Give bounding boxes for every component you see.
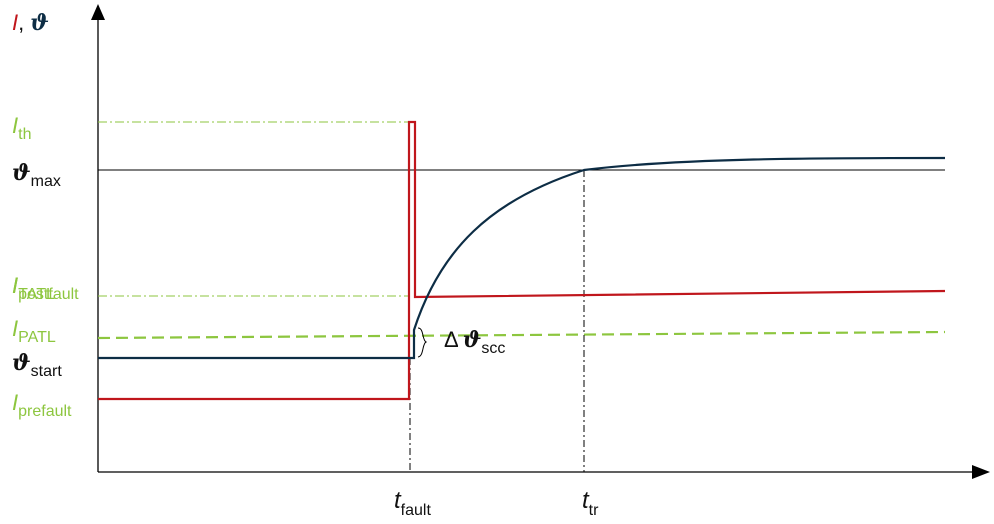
delta-theta-brace <box>417 327 428 358</box>
x-axis-arrow <box>972 465 990 479</box>
i-patl-limit-line <box>97 330 946 340</box>
label-i-prefault-main: I <box>12 390 18 415</box>
label-t-tr-main: t <box>582 487 590 514</box>
axis-label: I, ϑ <box>12 10 49 36</box>
label-i-patl: IPATL <box>12 316 56 346</box>
label-i-tatl: ITATL <box>12 273 55 303</box>
label-theta-max-sub: max <box>31 173 61 190</box>
y-axis-arrow <box>91 4 105 20</box>
label-i-prefault-sub: prefault <box>18 403 72 420</box>
label-theta-start: ϑstart <box>12 350 62 380</box>
label-i-patl-main: I <box>12 316 18 341</box>
label-i-th-sub: th <box>18 126 31 143</box>
delta-symbol: Δ <box>444 327 459 352</box>
label-i-postfault: Ipostfault <box>12 273 79 303</box>
label-i-tatl-main: I <box>12 273 18 298</box>
label-i-patl-sub: PATL <box>18 329 56 346</box>
label-i-postfault-sub: postfault <box>18 286 79 303</box>
label-theta-start-main: ϑ <box>12 350 31 376</box>
label-i-th-main: I <box>12 113 18 138</box>
label-i-th: Ith <box>12 113 31 143</box>
label-t-fault: tfault <box>394 487 431 519</box>
label-t-fault-sub: fault <box>401 502 432 519</box>
axis-separator: , <box>18 10 24 35</box>
label-t-fault-main: t <box>394 487 402 514</box>
label-i-postfault-main: I <box>12 273 18 298</box>
label-t-tr: ttr <box>582 487 599 519</box>
current-symbol: I <box>12 10 18 35</box>
delta-theta-sub: scc <box>481 340 505 357</box>
current-curve <box>98 120 946 401</box>
label-i-tatl-sub: TATL <box>18 286 55 303</box>
theta-symbol: ϑ <box>30 10 49 36</box>
label-theta-max-main: ϑ <box>12 160 31 186</box>
label-theta-start-sub: start <box>31 363 63 380</box>
label-i-prefault: Iprefault <box>12 390 72 420</box>
label-t-tr-sub: tr <box>589 502 599 519</box>
temperature-curve <box>98 156 946 360</box>
delta-theta-symbol: ϑ <box>463 327 482 353</box>
label-theta-max: ϑmax <box>12 160 61 190</box>
